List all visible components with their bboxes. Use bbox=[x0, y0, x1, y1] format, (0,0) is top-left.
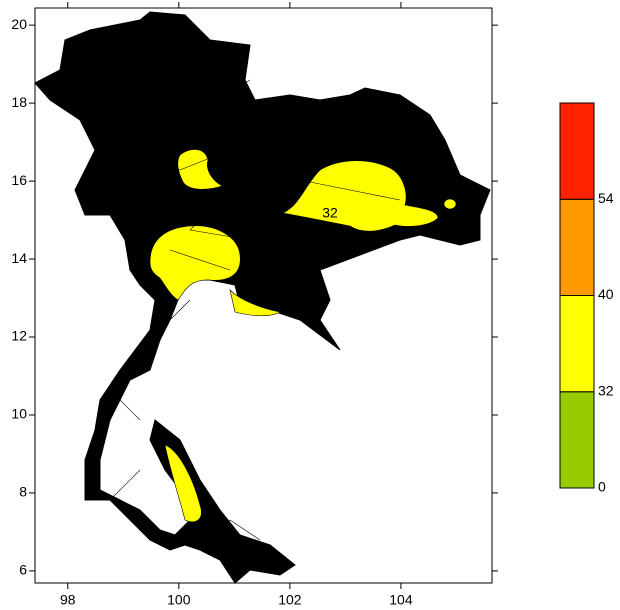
y-tick-label: 6 bbox=[19, 562, 27, 578]
colorbar-box bbox=[559, 295, 595, 393]
colorbar-label: 40 bbox=[598, 286, 614, 302]
country-shape bbox=[34, 11, 491, 584]
x-tick-label: 100 bbox=[167, 592, 191, 608]
x-tick-label: 98 bbox=[60, 592, 76, 608]
yellow-zone bbox=[164, 444, 202, 523]
y-tick-label: 14 bbox=[11, 250, 27, 266]
colorbar-box bbox=[559, 391, 595, 489]
colorbar-box bbox=[559, 198, 595, 296]
yellow-zone bbox=[177, 149, 223, 190]
y-tick-label: 8 bbox=[19, 484, 27, 500]
contour-label: 32 bbox=[322, 205, 338, 221]
x-tick-label: 102 bbox=[278, 592, 302, 608]
plot-frame bbox=[34, 7, 493, 584]
colorbar-label: 54 bbox=[598, 190, 614, 206]
province-borders bbox=[89, 11, 441, 551]
yellow-zone bbox=[149, 225, 241, 301]
yellow-zone bbox=[229, 289, 281, 317]
yellow-zone bbox=[443, 198, 457, 210]
land bbox=[34, 11, 491, 584]
colorbar-box bbox=[559, 102, 595, 200]
y-tick-label: 16 bbox=[11, 172, 27, 188]
colorbar-label: 0 bbox=[598, 479, 606, 495]
x-tick-label: 104 bbox=[389, 592, 413, 608]
y-tick-label: 10 bbox=[11, 406, 27, 422]
y-tick-label: 12 bbox=[11, 328, 27, 344]
colorbar: 0 32 40 54 bbox=[559, 102, 614, 495]
colorbar-label: 32 bbox=[598, 382, 614, 398]
y-tick-label: 18 bbox=[11, 94, 27, 110]
axes: 98 100 102 104 6 8 10 12 14 16 18 20 32 bbox=[11, 2, 498, 608]
yellow-zone bbox=[282, 160, 439, 232]
y-tick-label: 20 bbox=[11, 16, 27, 32]
